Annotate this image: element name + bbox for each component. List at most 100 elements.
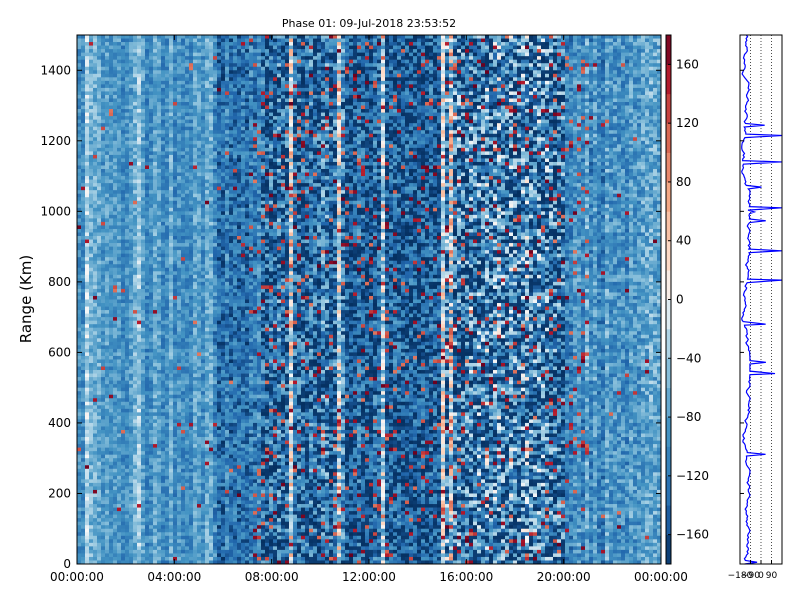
heatmap-cell	[201, 137, 206, 142]
heatmap-cell	[85, 207, 90, 212]
heatmap-cell	[117, 472, 122, 477]
heatmap-cell	[109, 493, 114, 498]
heatmap-cell	[125, 250, 130, 255]
heatmap-cell	[81, 320, 86, 325]
heatmap-cell	[81, 274, 86, 279]
heatmap-cell	[181, 278, 186, 283]
heatmap-cell	[177, 179, 182, 184]
heatmap-cell	[161, 331, 166, 336]
heatmap-cell	[201, 112, 206, 117]
heatmap-cell	[109, 80, 114, 85]
heatmap-cell	[185, 486, 190, 491]
heatmap-cell	[109, 278, 114, 283]
heatmap-cell	[201, 250, 206, 255]
heatmap-cell	[129, 112, 134, 117]
heatmap-cell	[125, 147, 130, 152]
heatmap-cell	[113, 408, 118, 413]
heatmap-cell	[193, 52, 198, 57]
heatmap-cell	[145, 264, 150, 269]
heatmap-cell	[161, 352, 166, 357]
heatmap-cell	[81, 359, 86, 364]
heatmap-cell	[81, 560, 86, 565]
heatmap-cell	[97, 52, 102, 57]
heatmap-cell	[169, 553, 174, 558]
heatmap-cell	[97, 489, 102, 494]
heatmap-cell	[133, 500, 138, 505]
heatmap-cell	[153, 292, 158, 297]
heatmap-cell	[109, 362, 114, 367]
heatmap-cell	[85, 440, 90, 445]
heatmap-cell	[85, 63, 90, 68]
heatmap-cell	[81, 327, 86, 332]
heatmap-cell	[161, 193, 166, 198]
heatmap-cell	[77, 426, 82, 431]
heatmap-cell	[153, 140, 158, 145]
heatmap-cell	[209, 42, 214, 46]
heatmap-cell	[185, 507, 190, 512]
heatmap-cell	[101, 98, 106, 103]
heatmap-cell	[149, 482, 154, 487]
heatmap-cell	[121, 204, 126, 209]
heatmap-cell	[137, 373, 142, 378]
heatmap-cell	[89, 232, 94, 237]
heatmap-cell	[169, 207, 174, 212]
heatmap-cell	[193, 288, 198, 293]
heatmap-cell	[173, 348, 178, 353]
heatmap-cell	[101, 126, 106, 131]
heatmap-cell	[77, 387, 82, 392]
heatmap-cell	[109, 292, 114, 297]
heatmap-cell	[125, 426, 130, 431]
heatmap-cell	[101, 197, 106, 202]
heatmap-cell	[93, 288, 98, 293]
heatmap-cell	[77, 66, 82, 71]
heatmap-cell	[93, 408, 98, 413]
heatmap-cell	[81, 500, 86, 505]
heatmap-cell	[177, 405, 182, 410]
heatmap-cell	[109, 451, 114, 456]
heatmap-cell	[197, 112, 202, 117]
heatmap-cell	[89, 239, 94, 244]
heatmap-cell	[149, 112, 154, 117]
heatmap-cell	[101, 405, 106, 410]
heatmap-cell	[77, 52, 82, 57]
heatmap-cell	[153, 521, 158, 526]
heatmap-cell	[173, 482, 178, 487]
heatmap-cell	[121, 239, 126, 244]
heatmap-cell	[145, 511, 150, 515]
heatmap-cell	[173, 112, 178, 117]
heatmap-cell	[117, 398, 122, 403]
heatmap-cell	[89, 528, 94, 533]
heatmap-cell	[177, 475, 182, 480]
heatmap-cell	[201, 486, 206, 491]
heatmap-cell	[121, 338, 126, 343]
heatmap-cell	[161, 504, 166, 508]
heatmap-cell	[113, 546, 118, 551]
heatmap-cell	[185, 123, 190, 128]
heatmap-cell	[113, 91, 118, 96]
heatmap-cell	[173, 366, 178, 371]
heatmap-cell	[105, 70, 110, 75]
heatmap-cell	[97, 70, 102, 75]
heatmap-cell	[173, 109, 178, 113]
heatmap-cell	[165, 172, 170, 177]
heatmap-cell	[137, 292, 142, 297]
heatmap-cell	[117, 73, 122, 78]
heatmap-cell	[81, 468, 86, 473]
heatmap-cell	[89, 419, 94, 424]
heatmap-cell	[121, 211, 126, 216]
heatmap-cell	[169, 429, 174, 434]
heatmap-cell	[173, 489, 178, 494]
heatmap-cell	[97, 253, 102, 258]
heatmap-cell	[145, 433, 150, 438]
heatmap-cell	[173, 158, 178, 163]
heatmap-cell	[149, 405, 154, 410]
heatmap-cell	[201, 221, 206, 226]
heatmap-cell	[205, 35, 210, 39]
heatmap-cell	[209, 144, 214, 149]
heatmap-cell	[181, 331, 186, 336]
heatmap-cell	[193, 172, 198, 177]
heatmap-cell	[93, 355, 98, 360]
heatmap-cell	[153, 56, 158, 61]
heatmap-cell	[121, 327, 126, 332]
heatmap-cell	[197, 521, 202, 526]
